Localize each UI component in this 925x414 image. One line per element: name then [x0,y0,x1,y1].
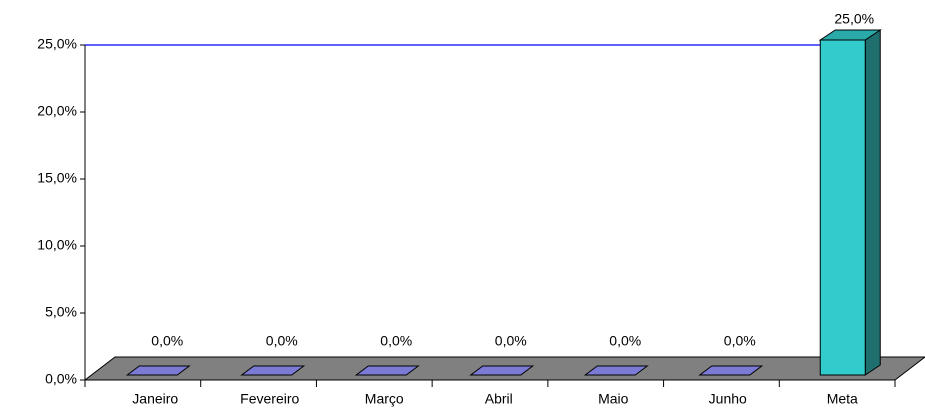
value-label: 25,0% [834,11,874,27]
value-label: 0,0% [609,333,641,349]
bar [819,39,866,376]
bar-side [864,29,881,376]
value-label: 0,0% [380,333,412,349]
y-tick-label: 0,0% [45,371,77,387]
x-tick-label: Março [365,391,404,407]
x-tick-label: Maio [598,391,629,407]
y-tick-label: 10,0% [37,237,77,253]
bar [583,365,649,376]
y-tick-label: 15,0% [37,170,77,186]
x-tick-label: Fevereiro [240,391,299,407]
value-label: 0,0% [266,333,298,349]
value-label: 0,0% [151,333,183,349]
y-tick-label: 25,0% [37,36,77,52]
bar [469,365,535,376]
x-tick-label: Abril [485,391,513,407]
bar [354,365,420,376]
y-tick-label: 5,0% [45,304,77,320]
value-label: 0,0% [495,333,527,349]
value-label: 0,0% [724,333,756,349]
y-tick-label: 20,0% [37,103,77,119]
x-tick-label: Meta [827,391,858,407]
bar [125,365,191,376]
x-tick-label: Junho [709,391,747,407]
bar [240,365,306,376]
bar [698,365,764,376]
x-tick-label: Janeiro [132,391,178,407]
